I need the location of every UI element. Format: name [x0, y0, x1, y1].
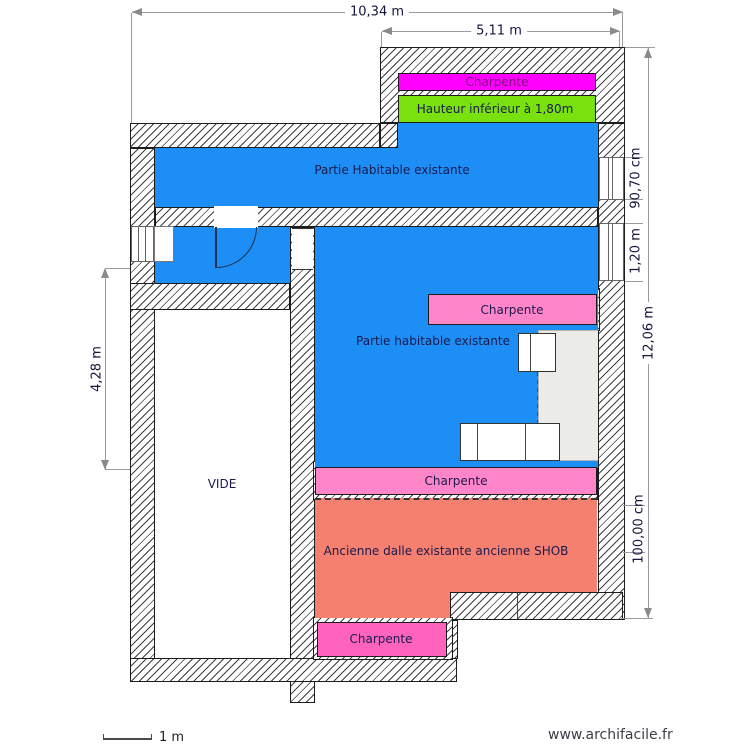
- dim-label-top-total: 10,34 m: [344, 4, 410, 20]
- dim-label-right-total: 12,06 m: [641, 301, 657, 365]
- bar-label-hauteur: Hauteur inférieur à 1,80m: [416, 102, 574, 116]
- room-label-vide: VIDE: [207, 477, 237, 491]
- dim-label-dalle-height: 100,00 cm: [631, 494, 647, 564]
- stair-step-divider: [477, 423, 478, 461]
- charpente-bar-lower: [317, 622, 447, 657]
- dim-tick: [625, 199, 643, 200]
- dim-tick: [623, 505, 645, 506]
- dim-arrow-down: [644, 608, 652, 618]
- window-left: [131, 226, 154, 262]
- stair-step-divider: [530, 333, 531, 372]
- room-label-middle: Partie habitable existante: [356, 334, 510, 348]
- window-frame-line: [608, 157, 609, 200]
- door-leaf: [215, 227, 217, 268]
- wall-bottom-band: [130, 658, 457, 682]
- window-frame-line: [612, 223, 613, 281]
- wall-bottom-right: [450, 592, 623, 620]
- wall-mid-band: [155, 207, 598, 227]
- dim-arrow-left: [382, 27, 392, 35]
- bar-label-charpente-mid: Charpente: [424, 474, 488, 488]
- window-frame-line: [138, 226, 139, 262]
- dim-arrow-right: [613, 8, 623, 16]
- window-recess: [154, 226, 174, 262]
- bar-label-charpente-magenta: Charpente: [465, 75, 529, 89]
- dim-label-top-section: 5,11 m: [471, 23, 527, 39]
- bar-label-charpente-upper: Charpente: [480, 303, 544, 317]
- window-frame-line: [608, 223, 609, 281]
- dim-line-left: [105, 268, 106, 470]
- dalle-area: [315, 498, 597, 592]
- stair-step-divider: [525, 423, 526, 461]
- dim-tick: [621, 618, 653, 619]
- dim-tick: [106, 268, 130, 269]
- room-upper: [155, 148, 598, 207]
- dim-extension-line: [622, 13, 623, 47]
- stair-dashed-edge: [537, 372, 538, 423]
- charpente-bar-mid: [315, 467, 597, 495]
- wall-top-band: [130, 123, 380, 148]
- passage-opening: [292, 228, 313, 270]
- dim-label-window-upper: 90,70 cm: [628, 147, 644, 209]
- wall-vertical-center: [290, 227, 315, 703]
- wall-joint-line: [517, 593, 518, 619]
- room-label-upper: Partie Habitable existante: [314, 163, 470, 177]
- dim-tick: [625, 157, 643, 158]
- dim-tick: [623, 552, 645, 553]
- room-upper-extension: [398, 123, 598, 148]
- charpente-bar-magenta: [398, 73, 596, 91]
- window-right-upper: [599, 157, 624, 200]
- dim-arrow-right: [610, 27, 620, 35]
- door-opening: [214, 206, 258, 228]
- dim-extension-line: [381, 32, 382, 47]
- dim-label-left: 4,28 m: [89, 342, 105, 396]
- stair-step-upper: [518, 333, 556, 372]
- dim-extension-line: [131, 13, 132, 123]
- dim-tick: [625, 47, 655, 48]
- dim-arrow-down: [101, 460, 109, 470]
- hauteur-bar-green: [398, 95, 596, 123]
- bar-label-charpente-lower: Charpente: [349, 632, 413, 646]
- watermark-url: www.archifacile.fr: [548, 727, 673, 743]
- wall-segment: [380, 123, 398, 148]
- room-label-dalle: Ancienne dalle existante ancienne SHOB: [323, 544, 569, 558]
- window-frame-line: [145, 226, 146, 262]
- dim-tick: [625, 281, 643, 282]
- dim-arrow-up: [101, 268, 109, 278]
- dim-tick: [625, 223, 643, 224]
- window-right-mid: [599, 223, 624, 281]
- dalle-area-extension: [315, 592, 450, 618]
- dim-label-window-mid: 1,20 m: [628, 228, 644, 274]
- window-frame-line: [612, 157, 613, 200]
- charpente-bar-upper: [428, 294, 597, 325]
- dim-tick: [106, 469, 130, 470]
- scale-label: 1 m: [159, 730, 185, 745]
- scale-bar: [103, 734, 152, 740]
- stair-step-lower: [460, 423, 560, 461]
- dim-extension-line: [619, 32, 620, 47]
- dim-arrow-up: [644, 48, 652, 58]
- wall-corridor-bottom: [130, 283, 290, 310]
- dim-arrow-left: [132, 8, 142, 16]
- wall-right: [598, 123, 625, 620]
